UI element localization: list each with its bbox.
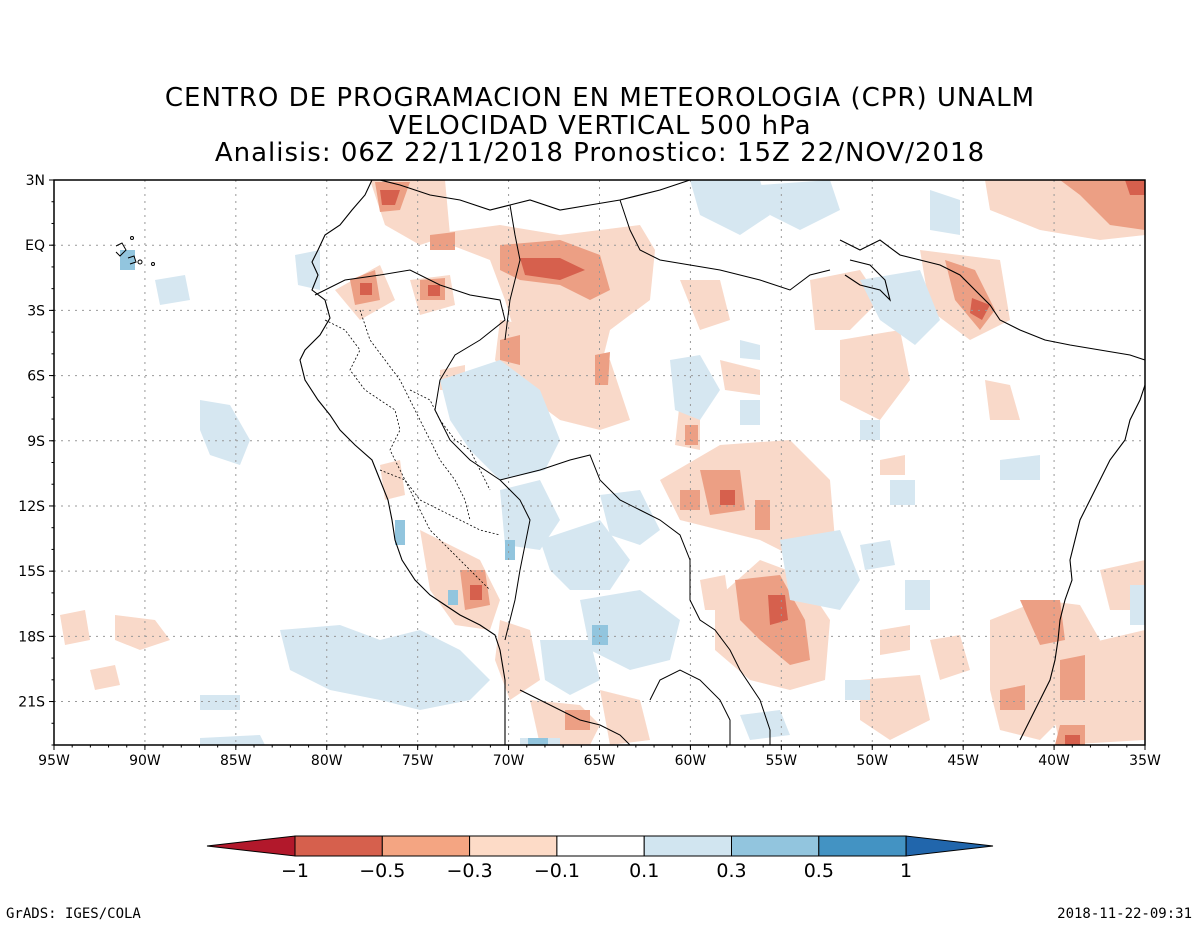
chart-title-line-3: Analisis: 06Z 22/11/2018 Pronostico: 15Z… bbox=[214, 138, 986, 168]
lon-tick-label: 35W bbox=[1129, 753, 1161, 769]
colorbar-label: −0.3 bbox=[447, 860, 493, 882]
lat-tick-label: 18S bbox=[18, 629, 45, 645]
colorbar-segment bbox=[294, 835, 383, 857]
colorbar-label: 0.1 bbox=[629, 860, 659, 882]
galapagos-islands bbox=[115, 236, 155, 266]
lat-tick-label: 21S bbox=[18, 695, 45, 711]
lon-tick-label: 55W bbox=[765, 753, 797, 769]
footer-software-credit: GrADS: IGES/COLA bbox=[6, 906, 141, 922]
vertical-velocity-shading bbox=[60, 180, 1145, 745]
lon-tick-label: 75W bbox=[402, 753, 434, 769]
colorbar-label: −0.1 bbox=[534, 860, 580, 882]
lon-tick-label: 95W bbox=[38, 753, 70, 769]
colorbar-label: 1 bbox=[900, 860, 912, 882]
lon-tick-label: 80W bbox=[311, 753, 343, 769]
lon-tick-label: 90W bbox=[129, 753, 161, 769]
colorbar-segment bbox=[731, 835, 820, 857]
lon-tick-label: 60W bbox=[675, 753, 707, 769]
colorbar-segment bbox=[818, 835, 907, 857]
colorbar-segment bbox=[643, 835, 733, 857]
colorbar-max-arrow bbox=[905, 835, 994, 857]
colorbar-segment bbox=[469, 835, 558, 857]
lat-tick-label: 9S bbox=[27, 434, 45, 450]
lon-tick-label: 45W bbox=[947, 753, 979, 769]
peru-regional-borders bbox=[324, 309, 501, 591]
colorbar-segment bbox=[556, 835, 645, 857]
lon-tick-label: 40W bbox=[1038, 753, 1070, 769]
lon-tick-label: 65W bbox=[584, 753, 616, 769]
colorbar-label: −0.5 bbox=[359, 860, 405, 882]
lat-tick-label: 15S bbox=[18, 564, 45, 580]
coastlines bbox=[299, 179, 1146, 745]
colorbar-label: 0.5 bbox=[804, 860, 834, 882]
lat-tick-label: 3S bbox=[27, 303, 45, 319]
longitude-axis: 95W 90W 85W 80W 75W 70W 65W 60W 55W 50W 45W 40W 35W bbox=[38, 745, 1161, 769]
lat-lon-gridlines bbox=[54, 180, 1145, 745]
chart-title-line-1: CENTRO DE PROGRAMACION EN METEOROLOGIA (… bbox=[164, 83, 1036, 113]
lon-tick-label: 70W bbox=[493, 753, 525, 769]
lat-tick-label: 6S bbox=[27, 369, 45, 385]
colorbar-label: −1 bbox=[281, 860, 309, 882]
colorbar-segment bbox=[381, 835, 471, 857]
color-scale-bar: −1 −0.5 −0.3 −0.1 0.1 0.3 0.5 1 bbox=[206, 835, 994, 882]
colorbar-min-arrow bbox=[206, 835, 296, 857]
lon-tick-label: 85W bbox=[220, 753, 252, 769]
lat-tick-label: 3N bbox=[26, 173, 45, 189]
country-borders bbox=[314, 199, 831, 746]
lat-tick-label: EQ bbox=[25, 238, 45, 254]
colorbar-label: 0.3 bbox=[716, 860, 746, 882]
lon-tick-label: 50W bbox=[856, 753, 888, 769]
lat-tick-label: 12S bbox=[18, 499, 45, 515]
chart-title-line-2: VELOCIDAD VERTICAL 500 hPa bbox=[388, 111, 812, 141]
latitude-axis: 3N EQ 3S 6S 9S 12S 15S 18S 21S bbox=[18, 173, 54, 746]
footer-timestamp: 2018-11-22-09:31 bbox=[1057, 906, 1192, 922]
